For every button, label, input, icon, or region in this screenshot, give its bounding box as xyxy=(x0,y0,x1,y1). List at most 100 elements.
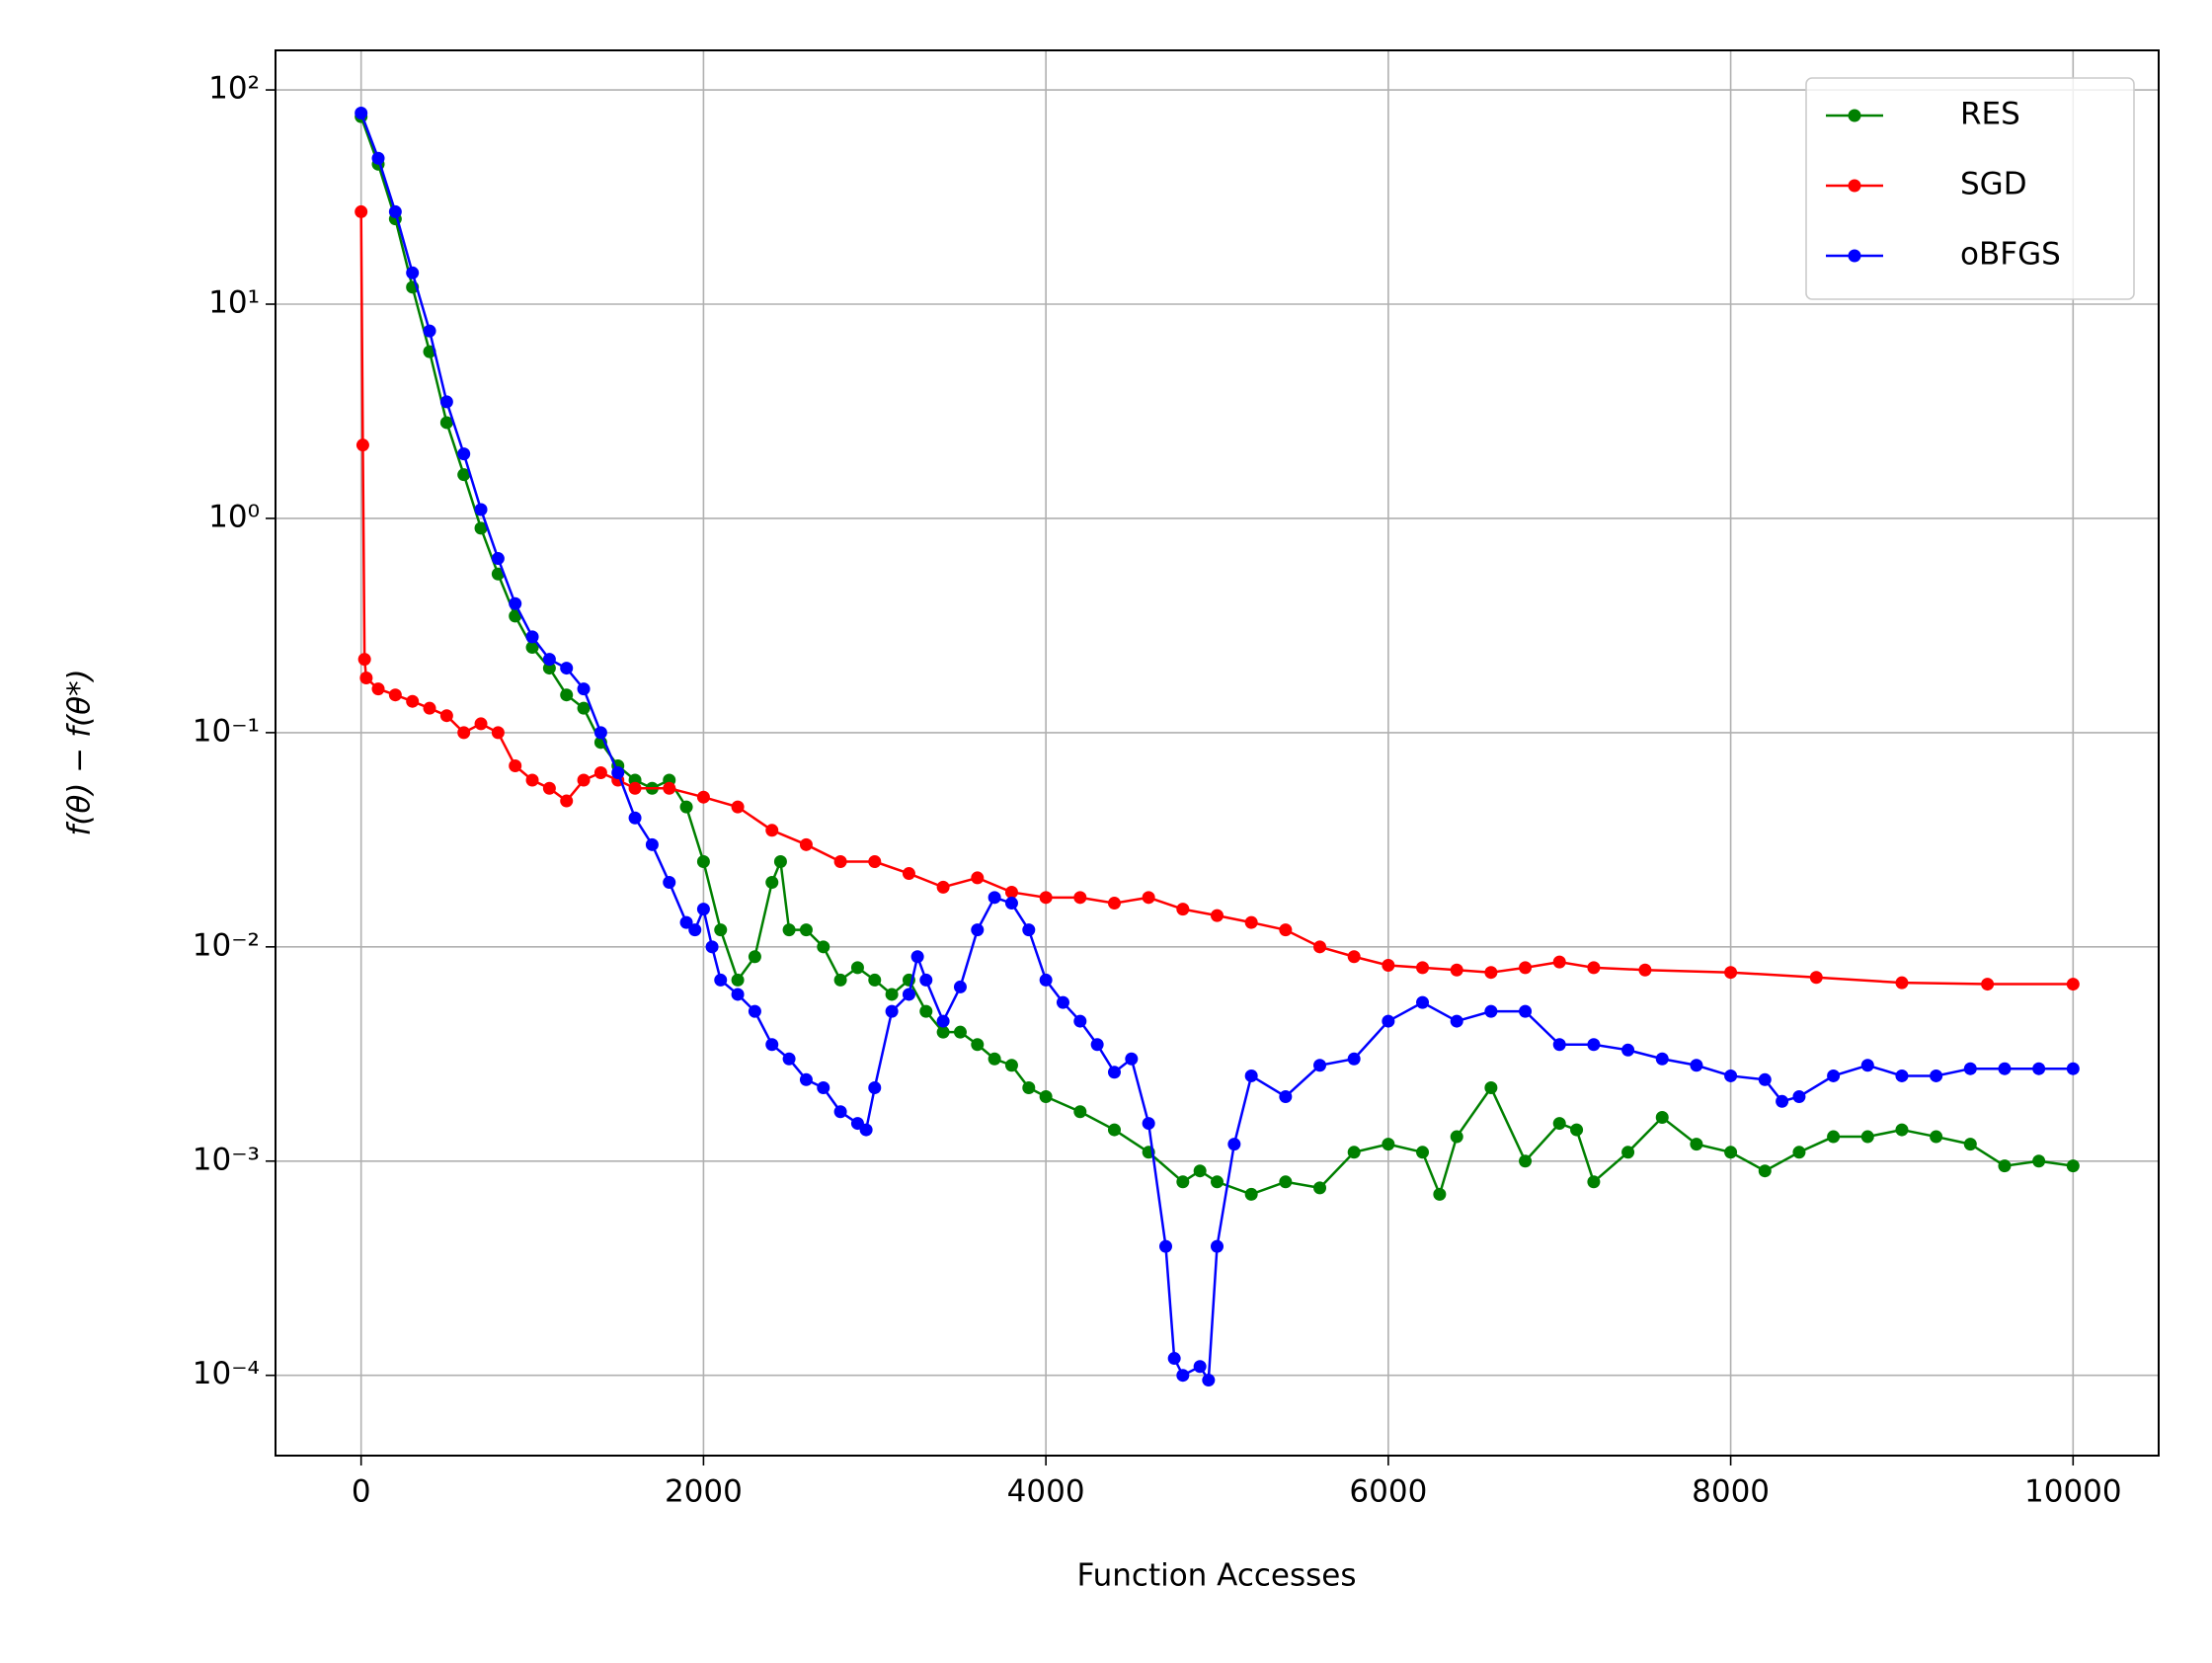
series-point xyxy=(525,641,539,655)
series-point xyxy=(1724,1146,1738,1159)
series-point xyxy=(371,682,385,696)
series-point xyxy=(868,1080,882,1094)
y-tick-label: 10⁻⁴ xyxy=(193,1356,260,1391)
y-tick-label: 10⁻² xyxy=(193,927,260,963)
series-point xyxy=(833,1105,847,1119)
series-point xyxy=(359,672,373,685)
y-tick-label: 10⁰ xyxy=(208,499,260,534)
series-point xyxy=(2032,1062,2046,1075)
series-point xyxy=(1244,1069,1258,1082)
series-point xyxy=(491,567,505,581)
y-tick-label: 10⁻³ xyxy=(193,1142,260,1177)
series-point xyxy=(1930,1130,1943,1144)
series-point xyxy=(1484,1004,1498,1018)
y-tick-label: 10¹ xyxy=(208,285,260,321)
series-point xyxy=(2066,1159,2080,1173)
series-point xyxy=(705,940,719,954)
series-point xyxy=(439,709,453,723)
series-point xyxy=(971,871,985,885)
series-point xyxy=(560,688,574,702)
series-point xyxy=(1107,1123,1121,1137)
series-point xyxy=(423,324,436,338)
series-point xyxy=(1433,1187,1447,1201)
series-point xyxy=(1519,1154,1533,1168)
series-point xyxy=(355,106,368,119)
series-point xyxy=(688,923,702,937)
series-point xyxy=(1176,903,1190,916)
series-point xyxy=(1279,1089,1293,1103)
series-point xyxy=(2066,978,2080,991)
series-point xyxy=(817,940,830,954)
series-point xyxy=(1193,1164,1207,1178)
series-point xyxy=(577,701,591,715)
legend-label: RES xyxy=(1960,97,2020,132)
series-point xyxy=(1176,1175,1190,1189)
series-point xyxy=(765,1038,779,1052)
series-point xyxy=(525,773,539,787)
series-point xyxy=(1107,1066,1121,1079)
series-point xyxy=(679,915,693,929)
legend-box xyxy=(1805,77,2135,300)
series-point xyxy=(457,726,471,740)
series-point xyxy=(611,765,625,779)
series-point xyxy=(1724,966,1738,980)
series-point xyxy=(1827,1069,1841,1082)
series-point xyxy=(799,1072,813,1086)
series-point xyxy=(1158,1239,1172,1253)
series-point xyxy=(1313,940,1327,954)
series-point xyxy=(748,1004,761,1018)
series-point xyxy=(577,773,591,787)
series-point xyxy=(1202,1374,1216,1387)
series-point xyxy=(1552,1117,1566,1131)
series-point xyxy=(1347,1052,1361,1066)
series-point xyxy=(509,596,522,610)
series-point xyxy=(1244,1187,1258,1201)
series-point xyxy=(1758,1164,1772,1178)
series-point xyxy=(714,973,728,987)
series-point xyxy=(1125,1052,1139,1066)
series-point xyxy=(1142,891,1155,905)
series-point xyxy=(1792,1146,1806,1159)
series-point xyxy=(696,790,710,804)
series-point xyxy=(1211,1239,1224,1253)
series-point xyxy=(833,973,847,987)
x-tick-label: 0 xyxy=(352,1474,371,1510)
series-point xyxy=(919,1004,933,1018)
series-point xyxy=(1193,1360,1207,1374)
x-axis-label: Function Accesses xyxy=(1076,1558,1356,1594)
series-point xyxy=(1056,995,1069,1009)
series-point xyxy=(1552,955,1566,969)
series-point xyxy=(1382,1014,1395,1028)
y-tick-label: 10⁻¹ xyxy=(193,713,260,749)
series-point xyxy=(2032,1154,2046,1168)
series-point xyxy=(355,204,368,218)
series-point xyxy=(1279,923,1293,937)
series-point xyxy=(1004,1059,1018,1072)
series-point xyxy=(1587,1175,1601,1189)
series-point xyxy=(1073,1105,1087,1119)
series-point xyxy=(1621,1146,1635,1159)
series-point xyxy=(371,151,385,165)
series-point xyxy=(817,1080,830,1094)
series-point xyxy=(1998,1159,2012,1173)
series-point xyxy=(953,1025,967,1039)
series-point xyxy=(1724,1069,1738,1082)
series-point xyxy=(542,781,556,795)
series-point xyxy=(782,1052,796,1066)
legend-marker xyxy=(1848,109,1861,122)
x-tick-label: 4000 xyxy=(1007,1474,1085,1510)
series-point xyxy=(388,688,402,702)
series-point xyxy=(491,726,505,740)
series-point xyxy=(1570,1123,1584,1137)
series-point xyxy=(356,438,369,452)
series-point xyxy=(971,923,985,937)
series-point xyxy=(509,758,522,772)
series-point xyxy=(1776,1094,1789,1108)
series-point xyxy=(474,503,488,516)
series-point xyxy=(457,468,471,482)
series-point xyxy=(1450,1130,1463,1144)
y-tick-label: 10² xyxy=(208,71,260,107)
series-point xyxy=(474,521,488,535)
series-point xyxy=(936,880,950,894)
series-point xyxy=(1176,1369,1190,1383)
